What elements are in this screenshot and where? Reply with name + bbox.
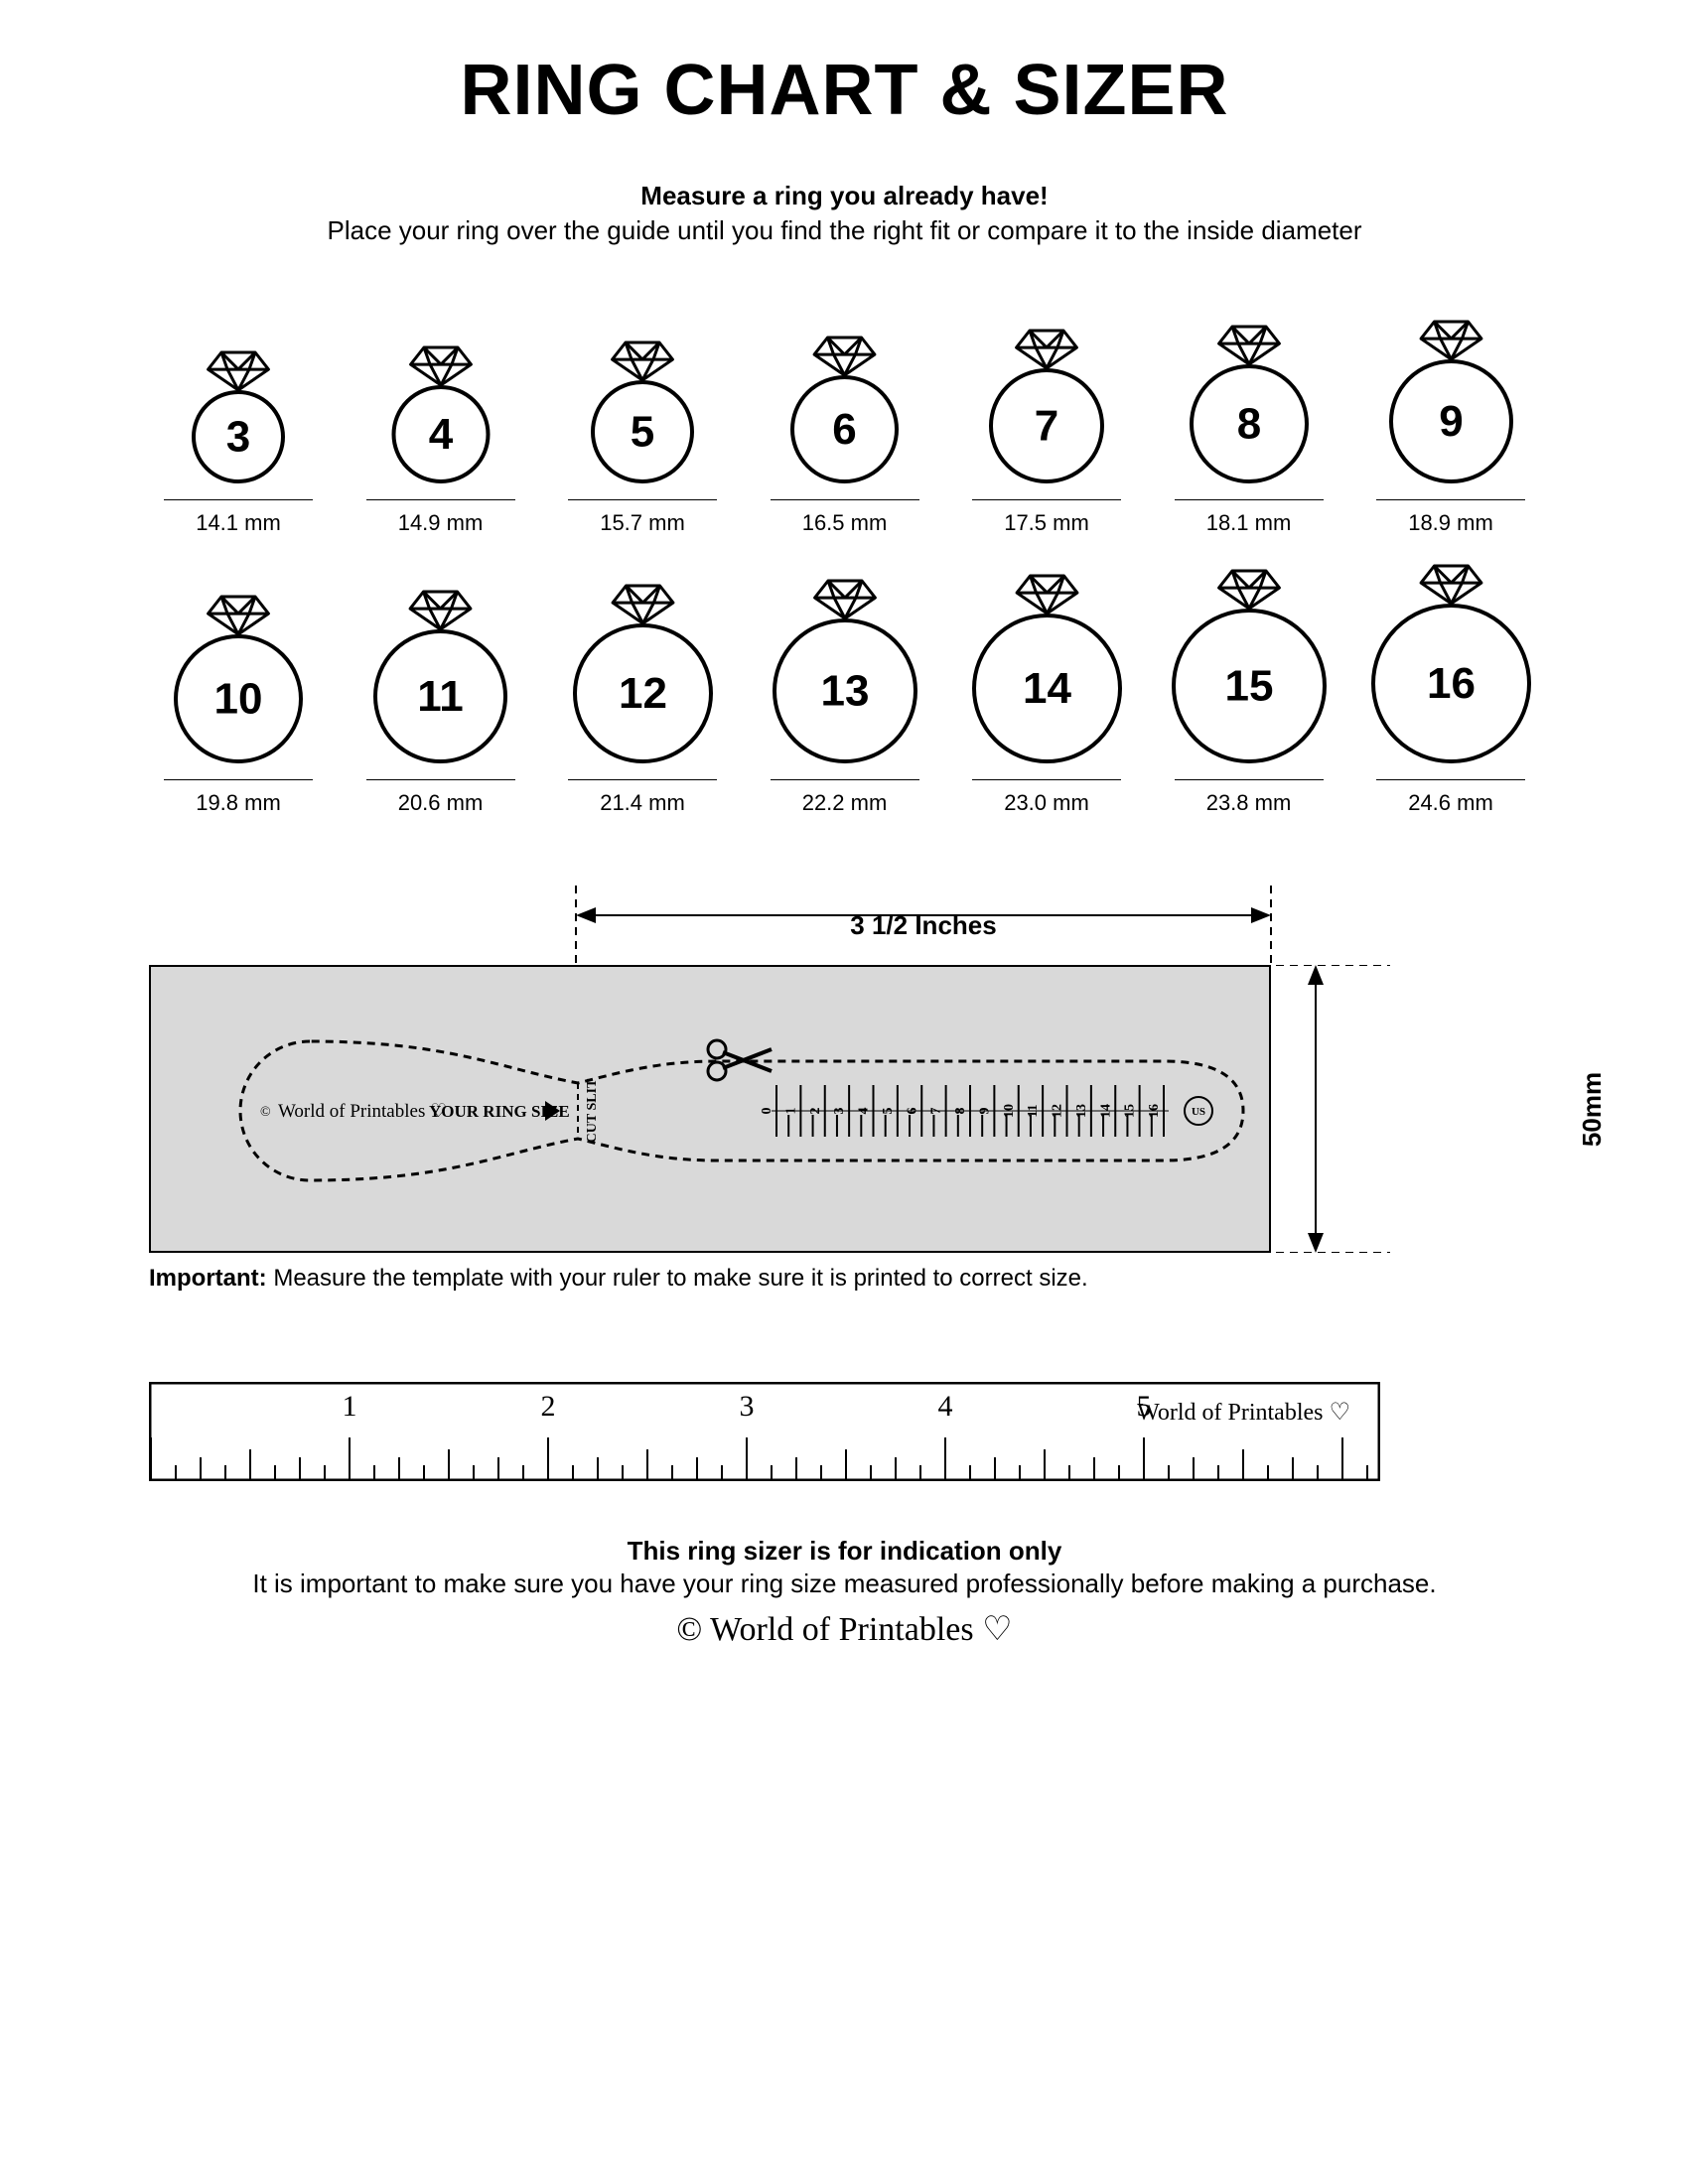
ring-icon: 10 [167, 595, 310, 769]
svg-text:15: 15 [1224, 662, 1273, 711]
svg-text:2: 2 [808, 1108, 823, 1115]
svg-text:4: 4 [857, 1108, 872, 1115]
svg-text:8: 8 [953, 1108, 968, 1115]
height-dimension [1271, 965, 1430, 1253]
scissors-icon [708, 1040, 772, 1080]
ring-size-3: 3 14.1 mm [149, 306, 328, 536]
svg-text:1: 1 [783, 1108, 798, 1115]
ring-size-10: 10 19.8 mm [149, 586, 328, 816]
ring-size-6: 6 16.5 mm [756, 306, 934, 536]
sizer-section: 3 1/2 Inches 50mm ©World of Printables ♡… [149, 965, 1540, 1293]
svg-text:5: 5 [881, 1108, 896, 1115]
svg-text:7: 7 [1035, 402, 1058, 451]
ring-mm-label: 21.4 mm [600, 790, 685, 816]
disclaimer: It is important to make sure you have yo… [149, 1569, 1540, 1599]
ring-size-11: 11 20.6 mm [352, 586, 530, 816]
svg-text:US: US [1192, 1106, 1205, 1118]
ring-mm-label: 18.9 mm [1408, 510, 1493, 536]
ring-icon: 14 [965, 574, 1129, 769]
ring-mm-label: 15.7 mm [600, 510, 685, 536]
ring-mm-label: 23.0 mm [1004, 790, 1089, 816]
ring-mm-label: 14.1 mm [196, 510, 281, 536]
ring-size-12: 12 21.4 mm [553, 586, 732, 816]
svg-text:3: 3 [226, 413, 250, 462]
svg-text:4: 4 [428, 410, 453, 459]
svg-text:13: 13 [820, 667, 869, 716]
svg-text:11: 11 [417, 672, 464, 721]
ring-icon: 3 [179, 350, 298, 489]
svg-text:©: © [260, 1105, 271, 1120]
svg-text:7: 7 [929, 1108, 944, 1115]
svg-text:0: 0 [760, 1108, 774, 1115]
ring-mm-label: 22.2 mm [802, 790, 888, 816]
ring-icon: 8 [1183, 325, 1316, 489]
svg-text:6: 6 [832, 405, 856, 454]
svg-text:3: 3 [832, 1108, 847, 1115]
width-label: 3 1/2 Inches [576, 910, 1271, 941]
svg-text:16: 16 [1427, 659, 1476, 708]
svg-text:12: 12 [1051, 1104, 1065, 1118]
svg-text:8: 8 [1236, 400, 1260, 449]
svg-text:2: 2 [541, 1390, 556, 1423]
svg-text:10: 10 [214, 675, 263, 724]
ring-size-9: 9 18.9 mm [1361, 306, 1540, 536]
ring-size-5: 5 15.7 mm [553, 306, 732, 536]
ring-mm-label: 24.6 mm [1408, 790, 1493, 816]
ring-icon: 13 [766, 579, 924, 769]
svg-text:11: 11 [1026, 1104, 1041, 1117]
svg-text:5: 5 [631, 408, 654, 457]
ring-size-4: 4 14.9 mm [352, 306, 530, 536]
subtitle-bold: Measure a ring you already have! [149, 181, 1540, 211]
svg-text:12: 12 [619, 669, 667, 718]
svg-text:14: 14 [1023, 664, 1071, 713]
ring-icon: 16 [1364, 564, 1538, 769]
svg-text:16: 16 [1147, 1104, 1162, 1118]
ring-mm-label: 14.9 mm [398, 510, 484, 536]
ring-mm-label: 17.5 mm [1004, 510, 1089, 536]
ring-icon: 5 [583, 341, 702, 489]
svg-text:1: 1 [343, 1390, 357, 1423]
ring-icon: 7 [982, 329, 1111, 489]
ring-mm-label: 20.6 mm [398, 790, 484, 816]
page-title: RING CHART & SIZER [149, 50, 1540, 131]
svg-text:13: 13 [1074, 1104, 1089, 1118]
sizer-box: ©World of Printables ♡YOUR RING SIZECUT … [149, 965, 1271, 1253]
important-note: Important: Measure the template with you… [149, 1265, 1540, 1293]
subtitle: Place your ring over the guide until you… [149, 215, 1540, 246]
svg-text:15: 15 [1123, 1104, 1138, 1118]
ring-mm-label: 23.8 mm [1206, 790, 1292, 816]
svg-text:10: 10 [1002, 1104, 1017, 1118]
svg-text:3: 3 [740, 1390, 755, 1423]
ring-icon: 6 [783, 336, 906, 489]
ruler-section: 12345World of Printables ♡ [149, 1382, 1540, 1486]
svg-text:4: 4 [938, 1390, 953, 1423]
ring-icon: 9 [1382, 320, 1520, 489]
ring-mm-label: 18.1 mm [1206, 510, 1292, 536]
footer-brand: © World of Printables ♡ [149, 1609, 1540, 1649]
ring-size-14: 14 23.0 mm [957, 586, 1136, 816]
ring-size-8: 8 18.1 mm [1160, 306, 1338, 536]
svg-text:9: 9 [977, 1108, 992, 1115]
ring-mm-label: 16.5 mm [802, 510, 888, 536]
ring-size-16: 16 24.6 mm [1361, 586, 1540, 816]
ring-size-15: 15 23.8 mm [1160, 586, 1338, 816]
svg-text:CUT SLIT: CUT SLIT [585, 1078, 600, 1143]
ring-icon: 12 [566, 584, 720, 769]
ring-size-13: 13 22.2 mm [756, 586, 934, 816]
sizer-strip-svg: ©World of Printables ♡YOUR RING SIZECUT … [151, 967, 1273, 1255]
svg-text:World of Printables ♡: World of Printables ♡ [278, 1101, 447, 1122]
svg-text:9: 9 [1439, 397, 1463, 446]
disclaimer-bold: This ring sizer is for indication only [149, 1536, 1540, 1567]
ruler-svg: 12345World of Printables ♡ [149, 1382, 1380, 1481]
height-label: 50mm [1555, 965, 1629, 1253]
svg-text:14: 14 [1098, 1104, 1113, 1118]
ring-size-7: 7 17.5 mm [957, 306, 1136, 536]
ring-icon: 15 [1165, 569, 1334, 769]
ring-icon: 11 [366, 590, 514, 769]
svg-text:6: 6 [905, 1108, 919, 1115]
ring-grid: 3 14.1 mm [149, 306, 1540, 866]
ring-mm-label: 19.8 mm [196, 790, 281, 816]
ring-icon: 4 [381, 345, 500, 489]
svg-text:World of Printables ♡: World of Printables ♡ [1137, 1400, 1350, 1426]
